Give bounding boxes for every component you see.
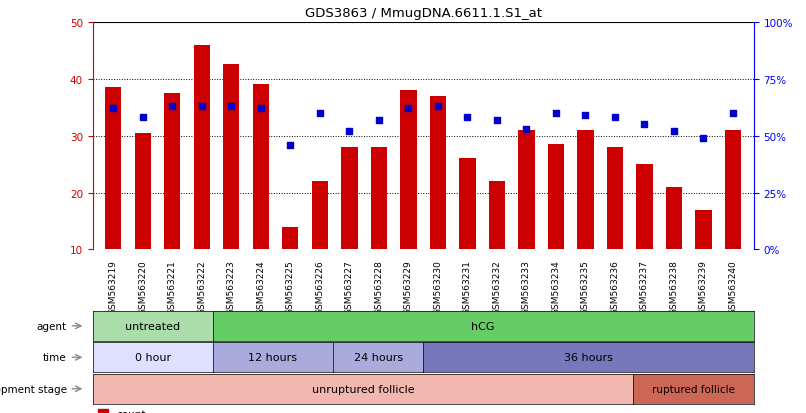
Text: ruptured follicle: ruptured follicle (652, 384, 735, 394)
Point (609, 115, 621, 121)
Point (491, 117, 504, 124)
Bar (430, 97, 446, 250)
Text: agent: agent (36, 321, 67, 331)
Point (726, 110, 739, 117)
Text: 12 hours: 12 hours (248, 352, 297, 363)
Text: unruptured follicle: unruptured follicle (312, 384, 414, 394)
Title: GDS3863 / MmugDNA.6611.1.S1_at: GDS3863 / MmugDNA.6611.1.S1_at (305, 7, 542, 20)
Bar (371, 148, 387, 250)
Point (550, 110, 563, 117)
Point (579, 113, 592, 119)
Point (431, 103, 444, 110)
Bar (666, 188, 682, 250)
Text: untreated: untreated (125, 321, 181, 331)
Bar (135, 133, 151, 250)
Bar (725, 131, 741, 250)
Bar (518, 131, 534, 250)
Bar (164, 94, 181, 250)
Bar (636, 165, 653, 250)
Bar (696, 210, 712, 250)
Text: 24 hours: 24 hours (354, 352, 403, 363)
Point (284, 142, 297, 149)
Point (314, 110, 326, 117)
Bar (312, 182, 328, 250)
Point (166, 103, 179, 110)
Point (520, 126, 533, 133)
Point (225, 103, 238, 110)
Bar (607, 148, 623, 250)
Point (667, 128, 680, 135)
Bar (577, 131, 593, 250)
Point (107, 106, 120, 112)
Point (195, 103, 208, 110)
Bar (401, 91, 417, 250)
Bar (459, 159, 476, 250)
Text: 0 hour: 0 hour (135, 352, 171, 363)
Point (402, 106, 415, 112)
Bar (548, 145, 564, 250)
Bar (282, 227, 298, 250)
Bar (341, 148, 358, 250)
Bar (106, 88, 122, 250)
Point (461, 115, 474, 121)
Legend: count, percentile rank within the sample: count, percentile rank within the sample (98, 409, 293, 413)
Bar (223, 65, 239, 250)
Point (136, 115, 149, 121)
Bar (253, 85, 269, 250)
Point (372, 117, 385, 124)
Bar (193, 45, 210, 250)
Point (343, 128, 355, 135)
Point (638, 121, 651, 128)
Bar (488, 182, 505, 250)
Text: hCG: hCG (472, 321, 495, 331)
Point (697, 135, 710, 142)
Text: time: time (43, 352, 67, 363)
Point (255, 106, 268, 112)
Text: development stage: development stage (0, 384, 67, 394)
Text: 36 hours: 36 hours (564, 352, 613, 363)
